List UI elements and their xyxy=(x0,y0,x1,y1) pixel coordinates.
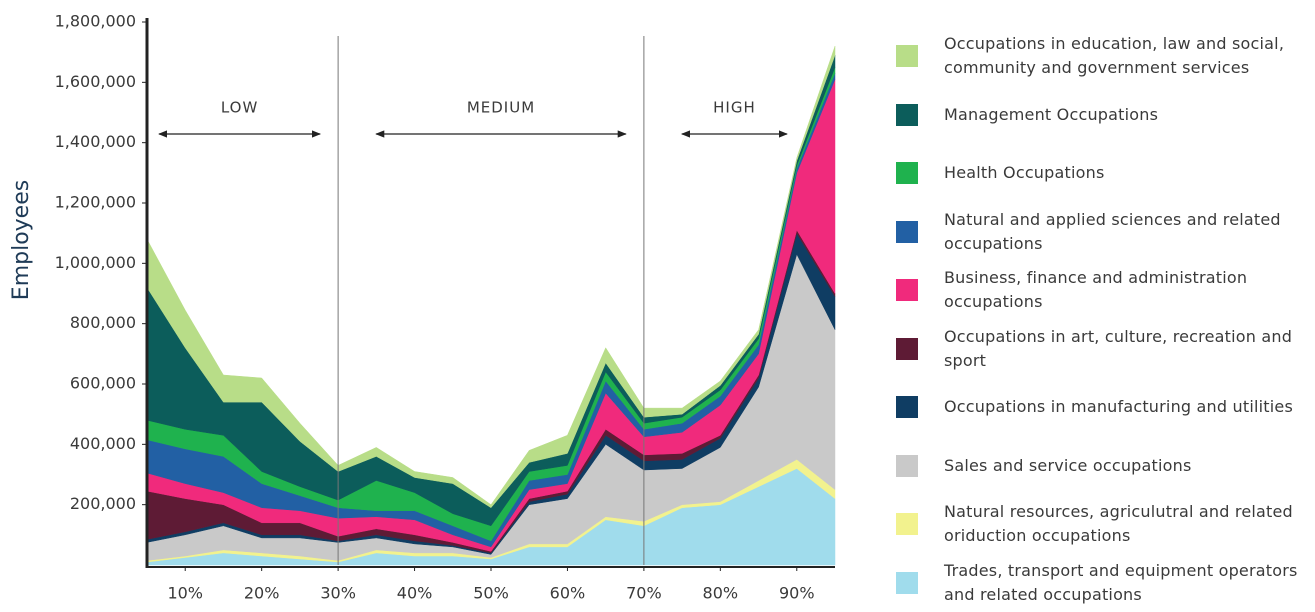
chart: Employees LOW MEDIUM HIGH 200,000 400,000 600… xyxy=(0,0,880,601)
x-tick-label: 10% xyxy=(167,584,203,602)
legend-item: Health Occupations xyxy=(896,144,1310,203)
y-tick-label: 200,000 xyxy=(70,494,136,513)
region-label: HIGH xyxy=(713,99,756,117)
legend-label: Natural resources, agriculutral and rela… xyxy=(944,500,1310,548)
legend-swatch xyxy=(896,338,918,360)
legend-item: Business, finance and administration occ… xyxy=(896,261,1310,320)
legend: Occupations in education, law and social… xyxy=(896,27,1310,612)
legend-label: Trades, transport and equipment operator… xyxy=(944,559,1310,607)
legend-item: Natural and applied sciences and related… xyxy=(896,203,1310,262)
legend-item: Occupations in art, culture, recreation … xyxy=(896,320,1310,379)
x-tick-label: 80% xyxy=(703,584,739,602)
y-tick-label: 1,600,000 xyxy=(55,72,136,91)
legend-swatch xyxy=(896,104,918,126)
legend-item: Natural resources, agriculutral and rela… xyxy=(896,495,1310,554)
y-axis-label: Employees xyxy=(9,180,34,300)
x-tick-label: 70% xyxy=(626,584,662,602)
legend-swatch xyxy=(896,572,918,594)
x-tick-label: 30% xyxy=(320,584,356,602)
legend-label: Business, finance and administration occ… xyxy=(944,266,1310,314)
x-tick-label: 50% xyxy=(473,584,509,602)
legend-swatch xyxy=(896,396,918,418)
x-tick-label: 90% xyxy=(779,584,815,602)
legend-item: Occupations in manufacturing and utiliti… xyxy=(896,378,1310,437)
y-tick-label: 1,400,000 xyxy=(55,132,136,151)
y-tick-label: 400,000 xyxy=(70,434,136,453)
legend-label: Occupations in art, culture, recreation … xyxy=(944,325,1310,373)
legend-item: Sales and service occupations xyxy=(896,437,1310,496)
x-tick-label: 60% xyxy=(550,584,586,602)
y-tick-label: 800,000 xyxy=(70,313,136,332)
legend-label: Natural and applied sciences and related… xyxy=(944,208,1310,256)
legend-item: Management Occupations xyxy=(896,86,1310,145)
legend-swatch xyxy=(896,162,918,184)
region-label: LOW xyxy=(221,99,258,117)
legend-label: Sales and service occupations xyxy=(944,454,1310,478)
legend-swatch xyxy=(896,45,918,67)
legend-label: Occupations in education, law and social… xyxy=(944,32,1310,80)
legend-label: Management Occupations xyxy=(944,103,1310,127)
y-tick-label: 1,800,000 xyxy=(55,12,136,31)
legend-swatch xyxy=(896,279,918,301)
x-tick-label: 20% xyxy=(244,584,280,602)
region-label: MEDIUM xyxy=(467,99,535,117)
legend-item: Trades, transport and equipment operator… xyxy=(896,554,1310,612)
x-tick-label: 40% xyxy=(397,584,433,602)
legend-label: Occupations in manufacturing and utiliti… xyxy=(944,395,1310,419)
legend-swatch xyxy=(896,455,918,477)
y-tick-label: 600,000 xyxy=(70,374,136,393)
y-tick-label: 1,200,000 xyxy=(55,193,136,212)
legend-item: Occupations in education, law and social… xyxy=(896,27,1310,86)
legend-swatch xyxy=(896,513,918,535)
legend-label: Health Occupations xyxy=(944,161,1310,185)
y-tick-label: 1,000,000 xyxy=(55,253,136,272)
legend-swatch xyxy=(896,221,918,243)
